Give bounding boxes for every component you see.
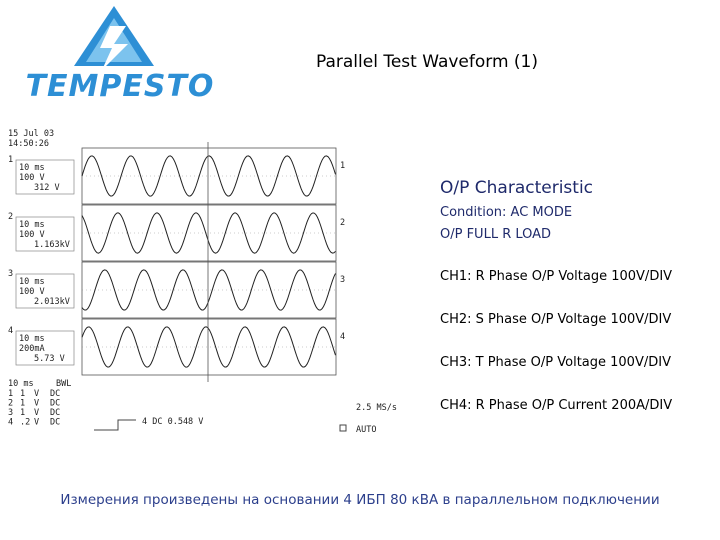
coupling-channel: 3	[8, 408, 13, 418]
coupling-mode: DC	[50, 408, 60, 418]
logo-text: TEMPESTO	[26, 69, 215, 104]
channel-reading: 1.163kV	[34, 240, 70, 250]
channel-readout-box	[15, 273, 75, 309]
coupling-table: 1 1 V DC2 1 V DC3 1 V DC4.2 V DC	[8, 389, 60, 428]
coupling-mode: DC	[50, 399, 60, 409]
channel-timebase: 10 ms	[19, 277, 45, 287]
channel-timebase: 10 ms	[19, 220, 45, 230]
channel-waveform	[81, 269, 336, 311]
channel-marker: 1	[340, 161, 345, 171]
page-title: Parallel Test Waveform (1)	[316, 52, 539, 72]
channel-marker: 4	[340, 332, 345, 342]
scope-time: 14:50:26	[8, 139, 49, 149]
channel-waveform	[81, 155, 336, 197]
ch4-description: CH4: R Phase O/P Current 200A/DIV	[440, 398, 673, 413]
coupling-mode: DC	[50, 389, 60, 399]
coupling-unit: V	[34, 418, 39, 428]
coupling-value: 1	[20, 399, 25, 409]
coupling-unit: V	[34, 389, 39, 399]
channel-waveform	[81, 326, 336, 368]
scope-trigger: 4 DC 0.548 V	[142, 417, 203, 427]
channel-reading: 2.013kV	[34, 297, 70, 307]
channel-readout-box	[15, 330, 75, 366]
scope-bwl: BWL	[56, 379, 71, 389]
footer-note: Измерения произведены на основании 4 ИБП…	[60, 492, 660, 508]
channel-reading: 5.73 V	[34, 354, 65, 364]
channel-waveform	[81, 212, 336, 254]
channel-reading: 312 V	[34, 183, 60, 193]
channel-marker: 3	[340, 275, 345, 285]
auto-mode-box	[339, 424, 347, 432]
coupling-value: 1	[20, 389, 25, 399]
channel-scale: 100 V	[19, 287, 45, 297]
waveform-frame	[81, 318, 337, 376]
waveform-frame	[81, 261, 337, 319]
tempesto-logo: TEMPESTO	[26, 6, 215, 104]
channel-number: 1	[8, 155, 13, 165]
trigger-marker	[94, 419, 136, 431]
condition-mode: Condition: AC MODE	[440, 205, 573, 220]
channel-scale: 200mA	[19, 344, 45, 354]
waveform-frame	[81, 204, 337, 262]
coupling-channel: 4	[8, 418, 13, 428]
coupling-value: .2	[20, 418, 30, 428]
condition-load: O/P FULL R LOAD	[440, 227, 552, 242]
coupling-unit: V	[34, 399, 39, 409]
ch2-description: CH2: S Phase O/P Voltage 100V/DIV	[440, 312, 672, 327]
characteristic-title: O/P Characteristic	[440, 178, 594, 198]
channel-scale: 100 V	[19, 230, 45, 240]
channel-timebase: 10 ms	[19, 163, 45, 173]
channel-readout-box	[15, 216, 75, 252]
scope-date: 15 Jul 03	[8, 129, 54, 139]
waveform-frame	[81, 147, 337, 205]
coupling-unit: V	[34, 408, 39, 418]
channel-readout-box	[15, 159, 75, 195]
scope-footer-timebase: 10 ms	[8, 379, 34, 389]
channel-number: 2	[8, 212, 13, 222]
channel-marker: 2	[340, 218, 345, 228]
channel-number: 3	[8, 269, 13, 279]
channel-number: 4	[8, 326, 13, 336]
coupling-value: 1	[20, 408, 25, 418]
coupling-mode: DC	[50, 418, 60, 428]
channel-timebase: 10 ms	[19, 334, 45, 344]
channel-scale: 100 V	[19, 173, 45, 183]
scope-sample-rate: 2.5 MS/s	[356, 403, 397, 413]
ch3-description: CH3: T Phase O/P Voltage 100V/DIV	[440, 355, 671, 370]
coupling-channel: 2	[8, 399, 13, 409]
coupling-channel: 1	[8, 389, 13, 399]
waveform-area	[81, 142, 337, 382]
scope-mode: AUTO	[356, 425, 376, 435]
ch1-description: CH1: R Phase O/P Voltage 100V/DIV	[440, 269, 673, 284]
